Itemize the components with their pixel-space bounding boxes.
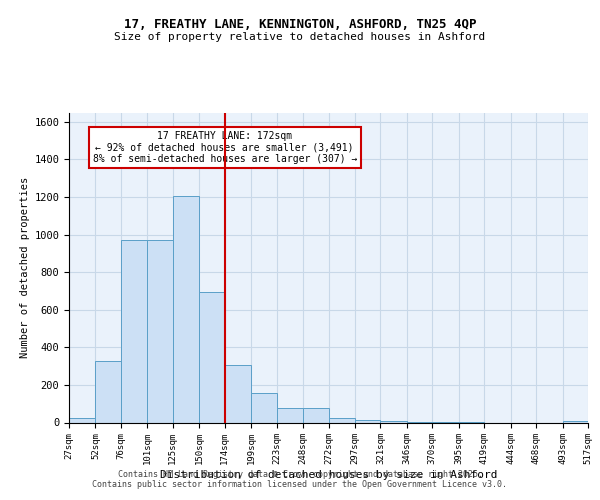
Bar <box>95 362 121 422</box>
Bar <box>148 240 173 422</box>
Bar <box>277 408 303 422</box>
Bar <box>173 196 199 422</box>
Bar <box>563 420 588 422</box>
Bar <box>329 418 355 422</box>
Bar <box>303 408 329 422</box>
Y-axis label: Number of detached properties: Number of detached properties <box>20 177 30 358</box>
Text: 17, FREATHY LANE, KENNINGTON, ASHFORD, TN25 4QP: 17, FREATHY LANE, KENNINGTON, ASHFORD, T… <box>124 18 476 30</box>
X-axis label: Distribution of detached houses by size in Ashford: Distribution of detached houses by size … <box>160 470 497 480</box>
Bar <box>224 365 251 422</box>
Text: 17 FREATHY LANE: 172sqm
← 92% of detached houses are smaller (3,491)
8% of semi-: 17 FREATHY LANE: 172sqm ← 92% of detache… <box>92 132 357 164</box>
Bar <box>69 418 95 422</box>
Text: Size of property relative to detached houses in Ashford: Size of property relative to detached ho… <box>115 32 485 42</box>
Text: Contains HM Land Registry data © Crown copyright and database right 2025.
Contai: Contains HM Land Registry data © Crown c… <box>92 470 508 489</box>
Bar <box>199 292 224 422</box>
Bar <box>355 420 380 422</box>
Bar <box>251 394 277 422</box>
Bar <box>380 420 407 422</box>
Bar <box>121 240 148 422</box>
